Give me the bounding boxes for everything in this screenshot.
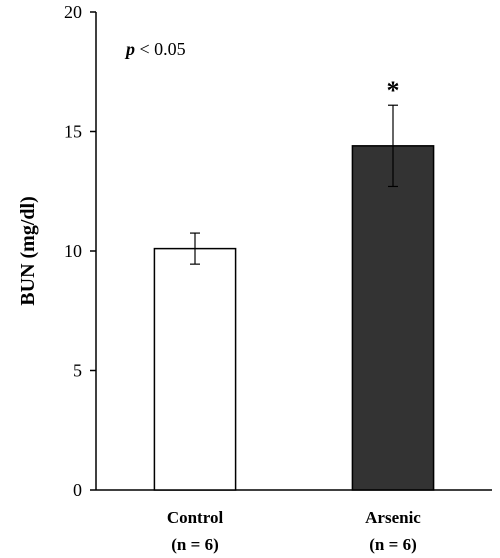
y-tick-label: 5 bbox=[73, 361, 82, 381]
y-tick-label: 15 bbox=[64, 122, 82, 142]
y-tick-label: 10 bbox=[64, 241, 82, 261]
p-value-symbol: p bbox=[124, 39, 135, 59]
category-labels: Control (n = 6) Arsenic (n = 6) bbox=[167, 508, 421, 554]
p-value-text: < 0.05 bbox=[135, 39, 186, 59]
category-label-arsenic: Arsenic bbox=[365, 508, 421, 527]
significance-marker: * bbox=[387, 76, 400, 105]
y-tick-label: 20 bbox=[64, 2, 82, 22]
bars: * bbox=[153, 76, 435, 491]
bar-control bbox=[153, 247, 237, 491]
p-value-annotation: p < 0.05 bbox=[124, 39, 186, 59]
category-label-control: Control bbox=[167, 508, 224, 527]
category-sublabel: (n = 6) bbox=[171, 535, 218, 554]
category-sublabel: (n = 6) bbox=[369, 535, 416, 554]
y-tick-label: 0 bbox=[73, 480, 82, 500]
y-ticks: 0 5 10 15 20 bbox=[64, 2, 96, 500]
bar-arsenic bbox=[351, 145, 435, 491]
y-axis-label: BUN (mg/dl) bbox=[17, 196, 39, 305]
